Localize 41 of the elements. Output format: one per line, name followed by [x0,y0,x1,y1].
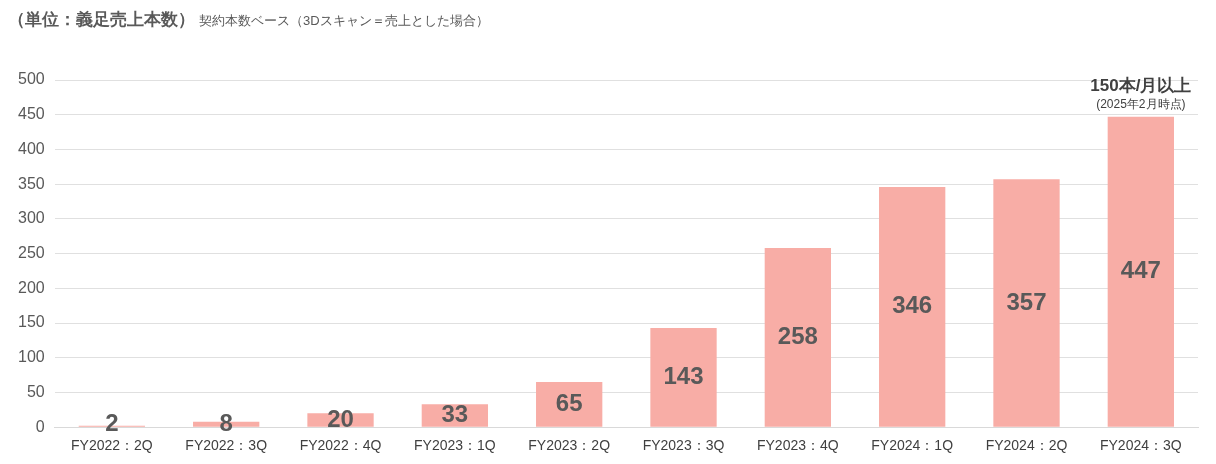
data-label: 357 [1006,287,1047,315]
y-tick-label: 300 [17,209,45,227]
data-label: 258 [777,322,818,349]
data-label: 33 [441,400,469,428]
y-tick-label: 100 [17,348,45,366]
x-tick-label: FY2022：2Q [71,437,153,454]
data-label: 447 [1120,256,1161,284]
y-tick-label: 0 [35,417,45,435]
x-tick-label: FY2024：1Q [871,437,954,454]
y-tick-label: 350 [17,174,45,192]
bar [993,179,1060,427]
data-label: 8 [219,408,233,436]
y-tick-label: 50 [26,382,45,400]
annotation: (2025年2月時点) [1096,96,1186,111]
data-label: 346 [892,291,933,319]
x-tick-label: FY2022：4Q [299,437,382,454]
annotation: 150本/月以上 [1090,75,1192,95]
y-tick-label: 400 [17,139,45,157]
bar [879,186,946,427]
data-label: 65 [555,389,583,417]
x-tick-label: FY2023：2Q [528,437,611,454]
bar [536,382,603,427]
data-label: 2 [105,409,119,437]
data-label: 20 [327,404,354,432]
x-tick-label: FY2023：3Q [642,437,725,454]
chart-title: （単位：義足売上本数） [8,10,195,29]
y-tick-label: 150 [17,313,45,331]
y-tick-label: 200 [17,278,45,296]
bar [764,248,831,427]
y-tick-label: 250 [17,244,45,262]
x-tick-label: FY2023：1Q [413,437,496,454]
x-tick-label: FY2022：3Q [185,437,268,454]
bar [1107,116,1174,427]
y-tick-label: 500 [17,70,45,88]
bar [650,327,717,427]
y-tick-label: 450 [17,105,45,123]
data-label: 143 [663,361,704,389]
x-tick-label: FY2024：3Q [1099,437,1182,454]
x-tick-label: FY2024：2Q [985,437,1068,454]
x-tick-label: FY2023：4Q [756,437,839,454]
chart-subtitle: 契約本数ベース（3Dスキャン＝売上とした場合） [199,13,489,28]
